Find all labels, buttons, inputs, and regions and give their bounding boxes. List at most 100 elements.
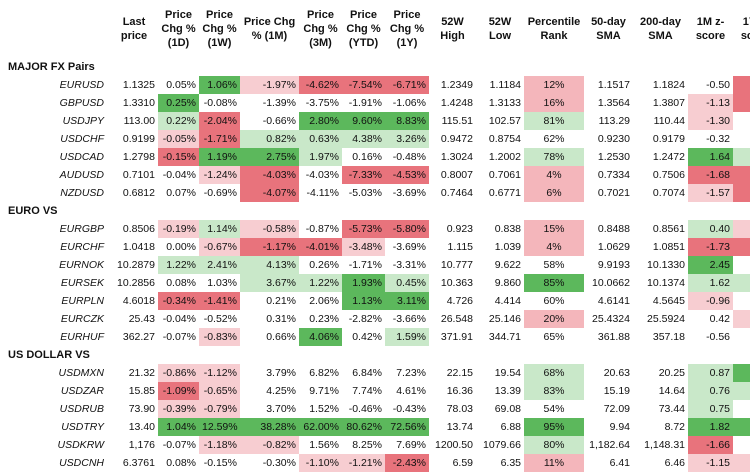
percentile-rank-cell: 95% [524, 418, 584, 436]
52w-high-cell: 115.51 [441, 115, 473, 127]
chg-1m-cell: 0.82% [240, 130, 299, 148]
chg-3m-cell: -0.87% [305, 223, 339, 235]
table-row: EURPLN 4.6018 -0.34% -1.41% 0.21% 2.06% 1.13% 3… [0, 292, 750, 310]
50d-sma-cell: 4.6141 [597, 295, 630, 307]
52w-low-cell: 13.39 [494, 385, 521, 397]
pair-name: EURNOK [59, 259, 104, 271]
1m-zscore-cell: -0.50 [706, 79, 730, 91]
chg-1d-cell: -0.04% [162, 313, 196, 325]
section-header-row: EURO VS [0, 202, 750, 220]
last-price-cell: 1.0418 [122, 241, 155, 253]
last-price-cell: 13.40 [128, 421, 155, 433]
last-price-cell: 25.43 [128, 313, 155, 325]
52w-high-cell: 0.8007 [440, 169, 473, 181]
table-row: USDTRY 13.40 1.04% 12.59% 38.28% 62.00% 80.62%… [0, 418, 750, 436]
50d-sma-cell: 6.41 [609, 457, 630, 469]
chg-3m-cell: -3.75% [305, 97, 339, 109]
chg-1m-cell: -0.66% [262, 115, 296, 127]
chg-ytd-cell: 8.25% [352, 439, 382, 451]
200d-sma-cell: 20.25 [658, 367, 685, 379]
table-row: USDCHF 0.9199 -0.05% -1.71% 0.82% 0.63% 4.38% 3… [0, 130, 750, 148]
pair-name: USDKRW [57, 439, 104, 451]
chg-3m-cell: -4.01% [299, 238, 342, 256]
chg-1m-cell: 0.21% [266, 295, 296, 307]
chg-1y-cell: -1.06% [392, 97, 426, 109]
52w-high-cell: 10.777 [440, 259, 473, 271]
52w-low-cell: 0.8754 [488, 133, 521, 145]
chg-1d-cell: -0.15% [158, 148, 199, 166]
52w-low-cell: 9.860 [494, 277, 521, 289]
1m-zscore-cell: -1.57 [688, 184, 733, 202]
chg-1y-cell: -5.80% [385, 220, 429, 238]
chg-ytd-cell: -7.54% [342, 76, 385, 94]
percentile-rank-cell: 6% [524, 184, 584, 202]
header-52w-high: 52W High [440, 16, 465, 42]
52w-high-cell: 4.726 [446, 295, 473, 307]
1y-zscore-cell: 1.27 [733, 112, 750, 130]
chg-ytd-cell: 7.74% [352, 385, 382, 397]
section-title: EURO VS [8, 205, 58, 217]
200d-sma-cell: 0.7506 [652, 169, 685, 181]
chg-1d-cell: 0.05% [166, 79, 196, 91]
chg-1w-cell: 12.59% [199, 418, 240, 436]
chg-1m-cell: -1.97% [240, 76, 299, 94]
50d-sma-cell: 25.4324 [592, 313, 630, 325]
chg-1w-cell: -1.12% [199, 364, 240, 382]
52w-high-cell: 78.03 [446, 403, 473, 415]
52w-low-cell: 1.2002 [488, 151, 521, 163]
header-chg-ytd: Price Chg % (YTD) [346, 9, 381, 49]
table-row: USDCNH 6.3761 0.08% -0.15% -0.30% -1.10% -1.21… [0, 454, 750, 472]
percentile-rank-cell: 65% [543, 331, 565, 343]
percentile-rank-cell: 12% [524, 76, 584, 94]
52w-high-cell: 16.36 [446, 385, 473, 397]
52w-low-cell: 0.7061 [488, 169, 521, 181]
percentile-rank-cell: 4% [524, 238, 584, 256]
chg-1d-cell: 1.22% [158, 256, 199, 274]
header-last-price: Last price [120, 16, 148, 42]
1y-zscore-cell: 2.79 [733, 364, 750, 382]
52w-high-cell: 0.7464 [440, 187, 473, 199]
200d-sma-cell: 357.18 [652, 331, 685, 343]
chg-1m-cell: 4.13% [240, 256, 299, 274]
1m-zscore-cell: -0.56 [706, 331, 730, 343]
200d-sma-cell: 0.8561 [652, 223, 685, 235]
chg-1w-cell: 2.41% [199, 256, 240, 274]
chg-1y-cell: -2.43% [385, 454, 429, 472]
chg-3m-cell: 1.22% [299, 274, 342, 292]
200d-sma-cell: 73.44 [658, 403, 685, 415]
last-price-cell: 15.85 [128, 385, 155, 397]
header-1m-zscore: 1M z-score [695, 16, 726, 42]
52w-high-cell: 22.15 [446, 367, 473, 379]
percentile-rank-cell: 16% [524, 94, 584, 112]
table-row: EURHUF 362.27 -0.07% -0.83% 0.66% 4.06% 0.42% 1… [0, 328, 750, 346]
chg-ytd-cell: -5.03% [348, 187, 382, 199]
chg-1d-cell: 0.07% [166, 187, 196, 199]
pair-name: USDTRY [61, 421, 104, 433]
200d-sma-cell: 0.7074 [652, 187, 685, 199]
chg-1y-cell: -3.69% [392, 187, 426, 199]
chg-ytd-cell: 6.84% [352, 367, 382, 379]
1m-zscore-cell: -1.15 [688, 454, 733, 472]
header-52w-low: 52W Low [488, 16, 512, 42]
50d-sma-cell: 72.09 [603, 403, 630, 415]
pair-name: NZDUSD [60, 187, 104, 199]
chg-1w-cell: 1.19% [199, 148, 240, 166]
header-chg-1y: Price Chg % (1Y) [389, 9, 425, 49]
chg-ytd-cell: -1.21% [342, 454, 385, 472]
chg-1d-cell: -0.07% [162, 331, 196, 343]
table-row: EURUSD 1.1325 0.05% 1.06% -1.97% -4.62% -7.54%… [0, 76, 750, 94]
chg-ytd-cell: -0.46% [348, 403, 382, 415]
50d-sma-cell: 0.8488 [597, 223, 630, 235]
200d-sma-cell: 6.46 [664, 457, 685, 469]
50d-sma-cell: 1.0629 [597, 241, 630, 253]
percentile-rank-cell: 60% [543, 295, 565, 307]
50d-sma-cell: 1.3564 [597, 97, 630, 109]
1y-zscore-cell: 0.96 [733, 292, 750, 310]
pair-name: USDCNH [59, 457, 104, 469]
header-chg-1m: Price Chg % (1M) [243, 16, 296, 42]
header-chg-1w: Price Chg % (1W) [202, 9, 237, 49]
200d-sma-cell: 4.5645 [652, 295, 685, 307]
chg-1w-cell: -0.79% [199, 400, 240, 418]
chg-3m-cell: 1.52% [309, 403, 339, 415]
